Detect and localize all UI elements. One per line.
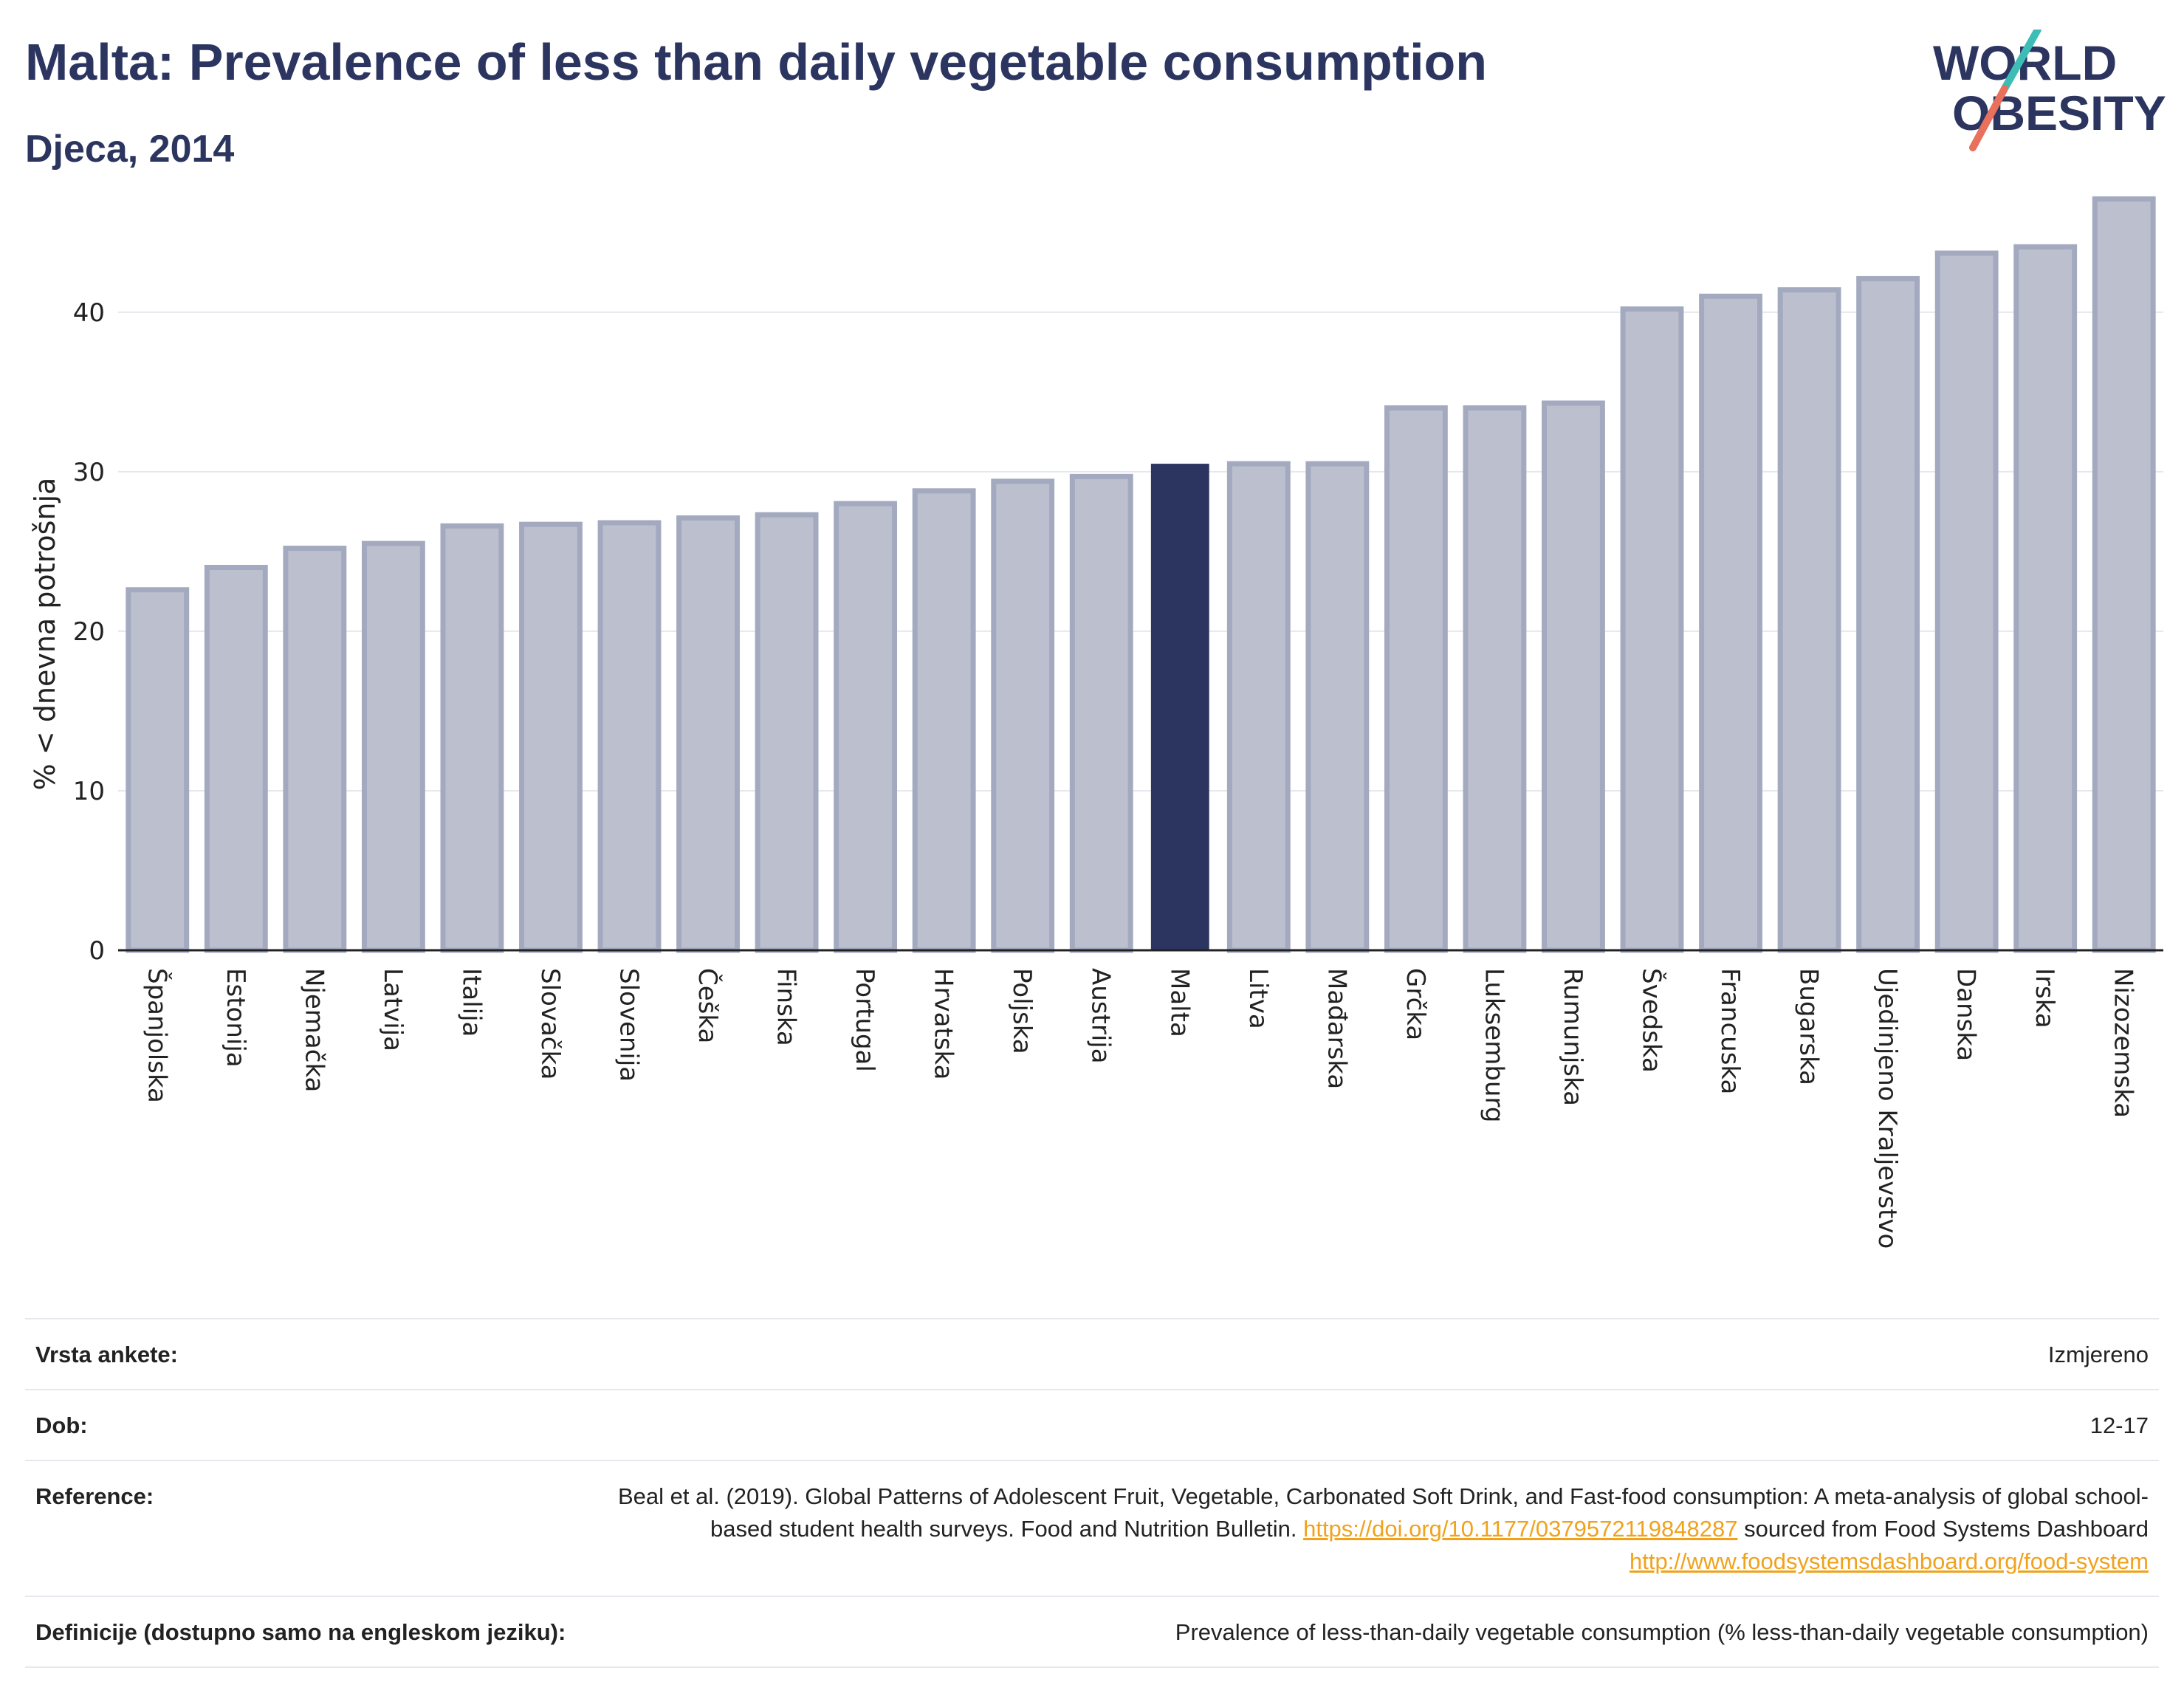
x-tick-label: Španjolska (142, 968, 172, 1103)
bar-21 (1777, 287, 1841, 953)
bar-8 (755, 512, 819, 953)
y-tick-label: 20 (73, 617, 105, 647)
bar-17 (1463, 405, 1527, 953)
bar-9 (834, 501, 898, 953)
y-tick-label: 0 (89, 936, 105, 966)
x-tick-label: Danska (1951, 968, 1981, 1061)
meta-label: Definicije (dostupno samo na engleskom j… (35, 1619, 566, 1645)
x-tick-label: Rumunjska (1558, 968, 1587, 1106)
bar-15 (1305, 461, 1370, 953)
meta-label: Reference: (35, 1483, 154, 1509)
bar-6 (597, 520, 662, 953)
bar-10 (912, 488, 976, 953)
y-tick-label: 40 (73, 298, 105, 328)
bar-chart: 0 10 20 30 40 Španjolska Estonija Njemačka Latvi… (29, 196, 2163, 1249)
bar-11 (991, 478, 1055, 953)
bar-1 (204, 565, 268, 953)
bar-12 (1069, 473, 1133, 953)
bar-23 (1934, 250, 1999, 953)
bar-24 (2013, 244, 2078, 953)
x-tick-label: Hrvatska (929, 968, 958, 1079)
bar-13 (1150, 464, 1209, 950)
bar-25 (2092, 196, 2156, 953)
meta-row-reference: Reference: Beal et al. (2019). Global Pa… (25, 1460, 2159, 1596)
x-tick-label: Litva (1243, 968, 1273, 1029)
bar-2 (283, 546, 347, 953)
x-tick-label: Nizozemska (2109, 968, 2138, 1118)
x-tick-label: Malta (1164, 968, 1194, 1037)
x-tick-label: Latvija (378, 968, 408, 1051)
axes: 0 10 20 30 40 Španjolska Estonija Njemačka Latvi… (73, 298, 2163, 1249)
meta-row-survey-type: Vrsta ankete: Izmjereno (25, 1318, 2159, 1389)
world-obesity-logo: WORLD OBESITY (1933, 30, 2166, 151)
x-tick-label: Švedska (1637, 968, 1667, 1073)
x-tick-label: Francuska (1715, 968, 1745, 1094)
x-tick-label: Portugal (850, 968, 879, 1072)
x-tick-label: Finska (772, 968, 801, 1046)
logo-word-1: WORLD (1933, 35, 2117, 90)
x-tick-label: Irska (2030, 968, 2059, 1029)
x-tick-label: Češka (693, 968, 723, 1043)
metadata-table: Vrsta ankete: Izmjereno Dob: 12-17 Refer… (25, 1318, 2159, 1668)
meta-value: Izmjereno (2047, 1342, 2149, 1367)
y-tick-label: 30 (73, 458, 105, 487)
bar-5 (519, 521, 583, 953)
meta-value: Beal et al. (2019). Global Patterns of A… (598, 1480, 2149, 1578)
bar-7 (676, 515, 740, 953)
bar-19 (1620, 306, 1684, 953)
reference-text-2: sourced from Food Systems Dashboard (1737, 1516, 2149, 1542)
y-tick-label: 10 (73, 777, 105, 806)
meta-label: Vrsta ankete: (35, 1342, 178, 1367)
x-tick-label: Njemačka (299, 968, 329, 1092)
y-axis-label: % < dnevna potrošnja (29, 478, 61, 791)
x-tick-label: Italija (456, 968, 486, 1037)
bar-22 (1856, 275, 1920, 953)
x-tick-label: Ujedinjeno Kraljevstvo (1872, 968, 1902, 1249)
meta-row-age: Dob: 12-17 (25, 1389, 2159, 1460)
bar-16 (1384, 405, 1448, 953)
doi-link[interactable]: https://doi.org/10.1177/0379572119848287 (1303, 1516, 1738, 1542)
bar-3 (361, 540, 425, 953)
bar-14 (1226, 461, 1291, 953)
meta-value: Prevalence of less-than-daily vegetable … (1175, 1619, 2149, 1645)
bars (126, 196, 2156, 953)
bar-4 (440, 523, 504, 953)
page-subtitle: Djeca, 2014 (25, 128, 235, 171)
x-tick-label: Austrija (1086, 968, 1116, 1064)
x-tick-label: Slovačka (535, 968, 565, 1079)
meta-label: Dob: (35, 1412, 88, 1438)
dashboard-link[interactable]: http://www.foodsystemsdashboard.org/food… (1630, 1548, 2149, 1574)
x-tick-label: Poljska (1007, 968, 1037, 1054)
reference-text: Beal et al. (2019). Global Patterns of A… (617, 1483, 2149, 1542)
bar-18 (1542, 400, 1605, 953)
meta-bottom-rule (25, 1666, 2159, 1668)
page-title: Malta: Prevalence of less than daily veg… (25, 33, 1488, 91)
bar-0 (126, 587, 190, 953)
meta-value: 12-17 (2089, 1412, 2149, 1438)
x-tick-label: Luksemburg (1479, 968, 1508, 1122)
x-tick-label: Estonija (221, 968, 250, 1068)
bar-20 (1699, 293, 1762, 953)
x-tick-label: Slovenija (614, 968, 644, 1082)
x-tick-label: Grčka (1401, 968, 1430, 1040)
x-tick-label: Mađarska (1322, 968, 1351, 1089)
meta-row-definitions: Definicije (dostupno samo na engleskom j… (25, 1596, 2159, 1666)
x-tick-label: Bugarska (1794, 968, 1824, 1085)
